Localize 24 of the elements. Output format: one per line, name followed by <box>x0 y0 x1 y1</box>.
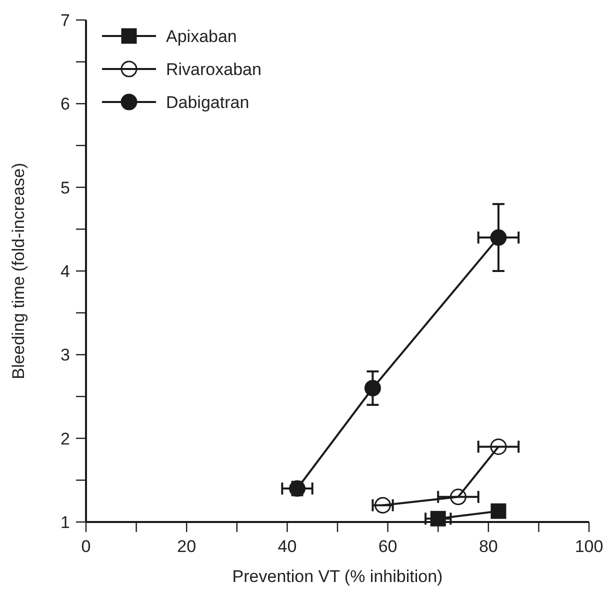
x-tick-label: 100 <box>574 537 604 556</box>
y-axis-title: Bleeding time (fold-increase) <box>9 162 28 380</box>
x-axis-title: Prevention VT (% inhibition) <box>232 567 443 586</box>
x-tick-label: 60 <box>378 537 398 556</box>
y-tick-label: 5 <box>60 178 70 198</box>
x-tick-label: 20 <box>177 537 196 556</box>
y-tick-label: 2 <box>60 429 70 448</box>
x-tick-label: 0 <box>81 537 91 556</box>
point <box>450 488 466 506</box>
x-tick-label: 80 <box>478 537 498 556</box>
y-tick-label: 6 <box>60 94 70 114</box>
legend-label: Dabigatran <box>166 92 250 112</box>
point <box>490 229 507 246</box>
legend-label: Rivaroxaban <box>166 60 262 79</box>
y-tick-label: 3 <box>60 346 70 365</box>
point <box>430 510 446 526</box>
y-tick-label: 1 <box>60 512 70 532</box>
legend-label: Apixaban <box>166 26 237 46</box>
x-tick-label: 40 <box>278 537 297 556</box>
point <box>490 438 507 455</box>
point <box>374 497 392 514</box>
point <box>490 503 506 519</box>
y-tick-label: 4 <box>60 262 70 281</box>
y-tick-label: 7 <box>60 10 70 30</box>
